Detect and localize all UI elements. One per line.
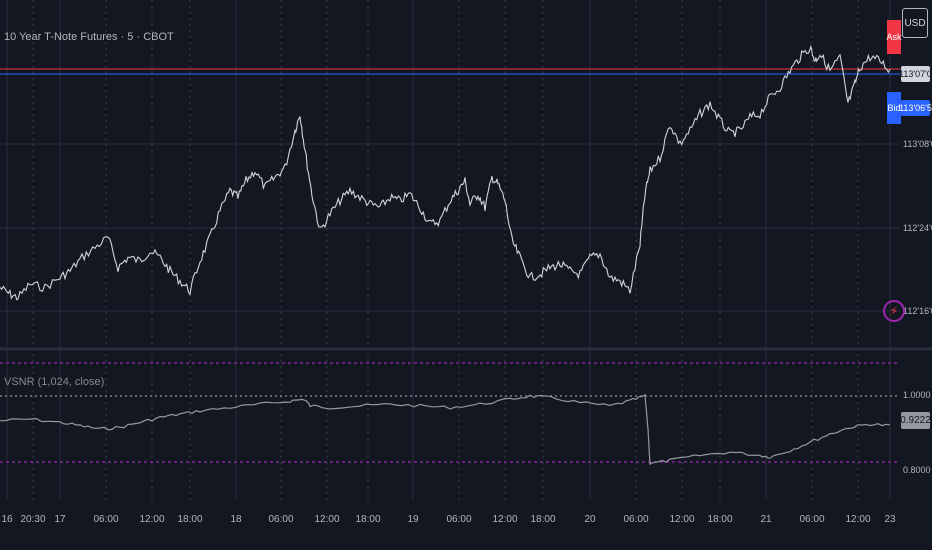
- price-lines: [0, 68, 900, 75]
- x-tick-label: 20: [584, 514, 596, 525]
- x-tick-label: 12:00: [314, 514, 340, 525]
- x-tick-label: 06:00: [623, 514, 649, 525]
- bid-price-label: 113'06'5: [899, 100, 932, 116]
- last-price-label: 113'07'0: [899, 66, 932, 82]
- x-tick-label: 20:30: [20, 514, 46, 525]
- y-tick-label: 113'08'0: [903, 139, 932, 149]
- x-tick-label: 06:00: [446, 514, 472, 525]
- x-tick-label: 17: [54, 514, 66, 525]
- x-tick-label: 18:00: [177, 514, 203, 525]
- indicator-title[interactable]: VSNR (1,024, close): [4, 376, 105, 388]
- x-tick-label: 18:00: [707, 514, 733, 525]
- price-line: [0, 44, 891, 301]
- currency-button[interactable]: USD: [902, 8, 928, 38]
- x-tick-label: 12:00: [492, 514, 518, 525]
- indicator-y-tick: 0.8000: [903, 465, 931, 475]
- y-tick-label: 112'24'0: [903, 223, 932, 233]
- x-tick-label: 16: [1, 514, 13, 525]
- indicator-line: [0, 393, 891, 466]
- ask-tag[interactable]: Ask: [887, 20, 902, 54]
- y-tick-label: 112'16'0: [903, 306, 932, 316]
- x-tick-label: 12:00: [669, 514, 695, 525]
- x-tick-label: 06:00: [268, 514, 294, 525]
- x-tick-label: 19: [407, 514, 419, 525]
- grid: [0, 0, 900, 500]
- indicator-y-tick: 1.0000: [903, 390, 931, 400]
- x-tick-label: 21: [760, 514, 772, 525]
- chart-title: 10 Year T-Note Futures · 5 · CBOT: [4, 31, 174, 43]
- x-tick-label: 12:00: [139, 514, 165, 525]
- x-tick-label: 12:00: [845, 514, 871, 525]
- x-tick-label: 06:00: [93, 514, 119, 525]
- x-tick-label: 18:00: [530, 514, 556, 525]
- x-tick-label: 23: [884, 514, 896, 525]
- x-tick-label: 18:00: [355, 514, 381, 525]
- lightning-icon[interactable]: ⚡: [883, 300, 905, 322]
- x-tick-label: 18: [230, 514, 242, 525]
- indicator-bands: [0, 362, 900, 463]
- bid-tag[interactable]: Bid: [887, 92, 901, 124]
- indicator-value-label: 0.9222: [900, 412, 931, 429]
- x-tick-label: 06:00: [799, 514, 825, 525]
